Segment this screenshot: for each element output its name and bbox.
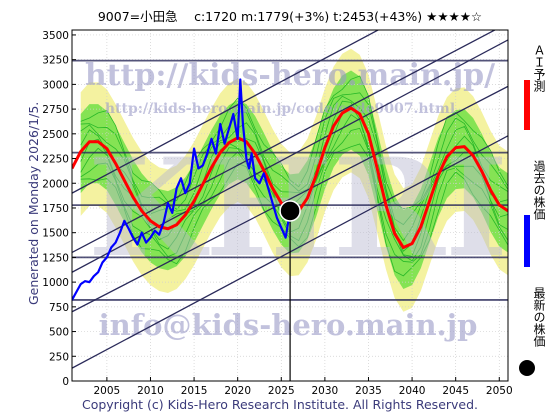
channel-line <box>72 85 508 313</box>
copyright-footer: Copyright (c) Kids-Hero Research Institu… <box>81 397 479 412</box>
y-tick-label: 3000 <box>42 79 69 91</box>
band-line <box>80 92 508 226</box>
y-tick-label: 1750 <box>42 203 69 215</box>
watermark-url-mid: http://kids-hero.main.jp/code/code9007.h… <box>105 101 455 117</box>
y-tick-label: 1250 <box>42 252 69 264</box>
plot-frame <box>71 29 509 382</box>
y-tick-label: 750 <box>49 302 69 314</box>
x-tick-label: 2025 <box>268 385 295 397</box>
y-tick-label: 2750 <box>42 104 69 116</box>
band-line <box>80 114 508 262</box>
x-tick-label: 2050 <box>486 385 513 397</box>
x-tick-label: 2030 <box>312 385 339 397</box>
y-tick-label: 250 <box>49 351 69 363</box>
watermark-url-top: http://kids-hero.main.jp/ <box>85 58 495 93</box>
channel-line <box>72 30 380 194</box>
x-tick-label: 2045 <box>442 385 469 397</box>
band-inner <box>80 70 508 290</box>
legend-swatch-past <box>524 215 530 267</box>
y-tick-label: 500 <box>49 327 69 339</box>
chart-header: 9007=小田急 c:1720 m:1779(+3%) t:2453(+43%)… <box>97 9 483 24</box>
watermark-email: info@kids-hero.main.jp <box>99 308 478 342</box>
band-line <box>80 143 508 277</box>
channel-line <box>72 39 508 273</box>
legend-swatch-latest <box>519 360 535 376</box>
band-line <box>80 95 508 242</box>
y-tick-label: 2500 <box>42 129 69 141</box>
latest-price-dot <box>279 200 301 222</box>
x-tick-label: 2020 <box>224 385 251 397</box>
generated-label: Generated on Monday 2026/1/5. <box>26 101 41 305</box>
y-tick-label: 2250 <box>42 154 69 166</box>
x-tick-label: 2010 <box>137 385 164 397</box>
legend-swatch-ai <box>524 80 530 130</box>
series-past-price <box>72 78 292 301</box>
axis-ticks: 2005 2010 2015 2020 2025 2030 2035 2040 2045 2050… <box>42 30 512 397</box>
y-tick-label: 0 <box>62 376 69 388</box>
x-tick-label: 2015 <box>181 385 208 397</box>
y-tick-label: 1500 <box>42 228 69 240</box>
latest-marker-layer <box>279 200 301 381</box>
x-tick-label: 2035 <box>355 385 382 397</box>
legend-label-past: 過去の株価 <box>532 160 546 220</box>
legend-label-latest: 最新の株価 <box>532 287 546 347</box>
y-tick-label: 1000 <box>42 277 69 289</box>
x-tick-label: 2005 <box>94 385 121 397</box>
legend-label-ai: ＡＩ予測 <box>532 44 546 92</box>
y-tick-label: 2000 <box>42 178 69 190</box>
y-tick-label: 3500 <box>42 30 69 42</box>
x-tick-label: 2040 <box>399 385 426 397</box>
y-tick-label: 3250 <box>42 55 69 67</box>
